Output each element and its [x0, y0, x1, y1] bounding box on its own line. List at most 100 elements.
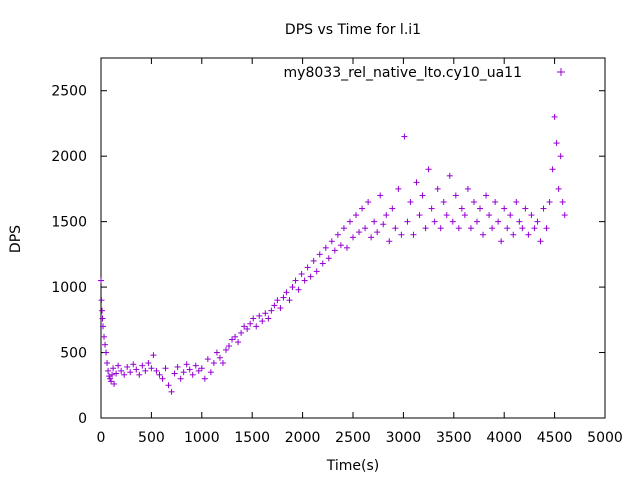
data-point: [259, 318, 266, 325]
data-point: [100, 323, 107, 330]
data-point: [219, 360, 226, 367]
data-point: [156, 371, 163, 378]
data-point: [549, 166, 556, 173]
data-point: [286, 297, 293, 304]
x-tick-label: 4000: [486, 430, 522, 446]
data-point: [102, 341, 109, 348]
data-point: [368, 234, 375, 241]
x-tick-label: 2500: [335, 430, 371, 446]
data-point: [127, 369, 134, 376]
data-point: [371, 218, 378, 225]
data-point: [307, 273, 314, 280]
data-point: [150, 352, 157, 359]
data-point: [498, 238, 505, 245]
data-point: [283, 289, 290, 296]
data-point: [262, 310, 269, 317]
data-point: [374, 229, 381, 236]
data-point: [534, 218, 541, 225]
data-point: [271, 302, 278, 309]
data-point: [470, 199, 477, 205]
data-point: [437, 225, 444, 232]
data-point: [401, 133, 408, 140]
data-point: [174, 363, 181, 370]
data-point: [103, 349, 110, 356]
data-point: [111, 380, 118, 387]
data-point: [104, 360, 111, 367]
data-point: [298, 271, 305, 277]
data-point: [525, 231, 532, 238]
data-point: [434, 185, 441, 192]
data-point: [189, 371, 196, 378]
data-point: [216, 354, 223, 361]
data-point: [99, 307, 106, 314]
data-point: [540, 205, 547, 212]
data-point: [557, 153, 564, 160]
data-point: [277, 305, 284, 312]
x-tick-label: 3000: [386, 430, 422, 446]
data-point: [495, 218, 502, 225]
data-point: [531, 225, 538, 232]
data-point: [504, 225, 511, 232]
data-point: [165, 382, 172, 389]
data-point: [168, 388, 175, 395]
data-point: [145, 360, 152, 367]
data-point: [226, 343, 233, 349]
data-point: [241, 323, 248, 330]
legend-label: my8033_rel_native_lto.cy10_ua11: [284, 65, 522, 81]
y-tick-label: 2000: [51, 149, 87, 165]
data-point: [222, 346, 229, 353]
data-point: [108, 378, 115, 385]
x-tick-label: 4500: [537, 430, 573, 446]
data-point: [180, 369, 187, 376]
data-point: [105, 367, 112, 374]
data-point: [480, 231, 487, 238]
data-point: [425, 166, 432, 173]
data-point: [171, 370, 178, 377]
data-point: [559, 199, 566, 205]
data-point: [183, 361, 190, 368]
data-point: [107, 375, 114, 382]
data-point: [101, 333, 108, 340]
data-point: [313, 268, 320, 275]
data-point: [553, 140, 560, 147]
data-point: [153, 367, 160, 374]
data-point: [346, 218, 353, 225]
data-point: [395, 185, 402, 192]
data-point: [99, 315, 106, 322]
data-point: [537, 238, 544, 245]
data-point: [109, 371, 116, 378]
x-tick-label: 500: [138, 430, 165, 446]
x-tick-label: 3500: [436, 430, 472, 446]
data-point: [365, 199, 372, 205]
data-point: [98, 297, 105, 304]
y-tick-label: 0: [78, 411, 87, 427]
x-tick-label: 2000: [285, 430, 321, 446]
data-point: [461, 212, 468, 219]
data-point: [274, 297, 281, 304]
data-point: [106, 373, 113, 380]
data-point: [121, 371, 128, 378]
data-point: [280, 294, 287, 301]
data-point: [377, 192, 384, 199]
data-point: [265, 315, 272, 322]
data-point: [416, 212, 423, 219]
data-point: [268, 307, 275, 314]
data-point: [489, 225, 496, 232]
x-tick-label: 0: [97, 430, 106, 446]
x-axis-label: Time(s): [326, 458, 379, 474]
data-point: [546, 199, 553, 205]
data-point: [455, 225, 462, 232]
chart-title: DPS vs Time for l.i1: [285, 22, 421, 38]
data-point: [328, 238, 335, 245]
data-point: [136, 371, 143, 378]
data-point: [486, 212, 493, 219]
data-point: [492, 199, 499, 205]
data-point: [253, 323, 260, 330]
data-point: [443, 212, 450, 219]
data-point: [331, 247, 338, 254]
data-point: [389, 205, 396, 212]
data-point: [207, 369, 214, 376]
data-point: [235, 339, 242, 346]
data-point: [244, 325, 251, 332]
